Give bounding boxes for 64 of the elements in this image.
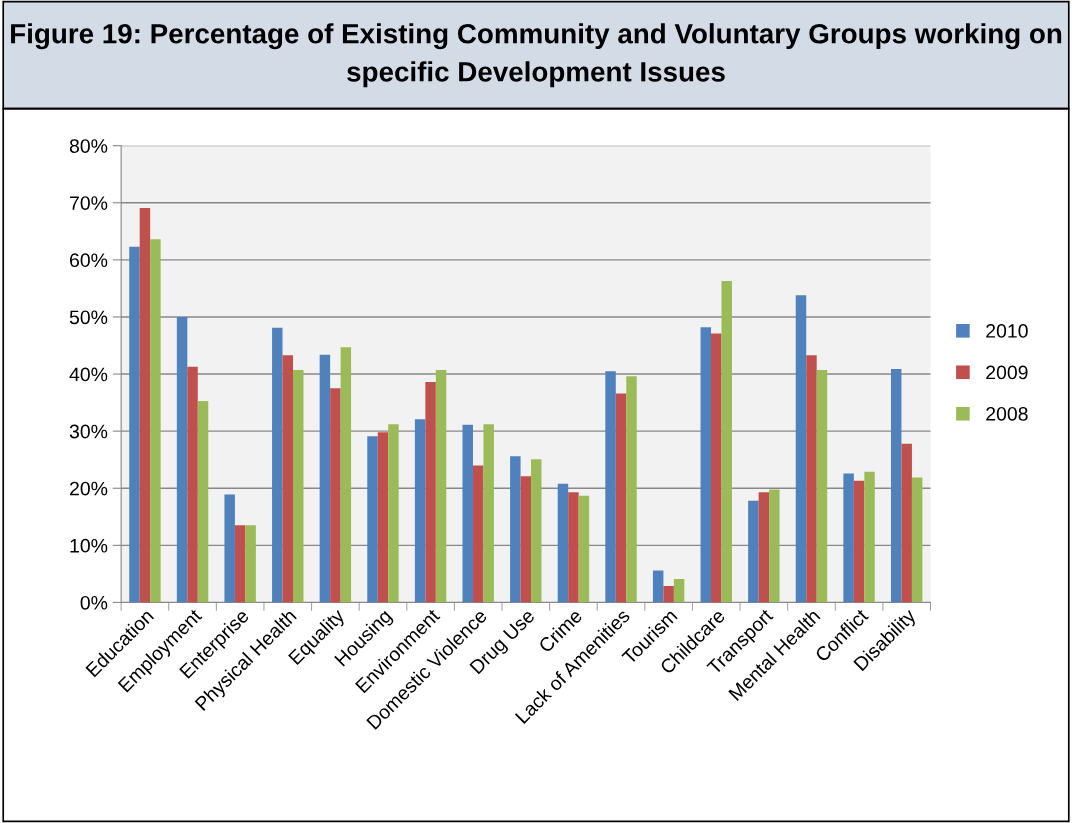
bar: [425, 382, 436, 603]
bar: [472, 465, 484, 603]
bar: [483, 424, 494, 603]
bar: [414, 419, 426, 603]
bar: [272, 327, 283, 603]
bar: [197, 400, 209, 603]
bar: [531, 459, 542, 603]
bar: [700, 327, 712, 603]
y-tick-label: 80%: [69, 139, 108, 153]
bar: [340, 347, 352, 603]
bar: [367, 436, 378, 603]
bar: [435, 370, 447, 603]
bar: [816, 370, 828, 603]
bar: [150, 239, 161, 603]
bar: [462, 424, 473, 603]
y-tick-label: 60%: [70, 253, 108, 268]
bar: [129, 246, 140, 603]
bar: [901, 443, 912, 603]
bar: [388, 424, 399, 603]
legend-label: 2009: [986, 365, 1028, 380]
bar: [245, 525, 256, 603]
bar: [187, 366, 198, 603]
y-tick-label: 20%: [70, 481, 108, 496]
bar: [377, 432, 389, 603]
bar: [711, 333, 722, 603]
bar: [520, 476, 532, 603]
bar: [721, 280, 732, 603]
y-tick-label: 30%: [69, 424, 108, 439]
bar: [615, 393, 627, 603]
bar: [319, 354, 331, 603]
bar: [795, 295, 807, 603]
bar: [769, 489, 780, 603]
bar: [758, 492, 770, 603]
bar: [224, 494, 235, 603]
y-tick-label: 50%: [69, 310, 108, 325]
bar: [568, 492, 579, 603]
bar: [176, 316, 188, 603]
bar: [663, 585, 674, 603]
bar: [330, 388, 341, 603]
bar: [557, 483, 569, 603]
y-tick-label: 40%: [69, 367, 108, 382]
bar: [853, 480, 865, 603]
y-tick-label: 10%: [70, 538, 108, 553]
bar: [843, 473, 854, 603]
legend-label: 2010: [986, 324, 1028, 338]
bar: [282, 355, 294, 603]
bar: [748, 500, 759, 603]
bar: [673, 579, 685, 603]
bar: [890, 368, 902, 603]
bar: [234, 525, 246, 603]
bar: [911, 477, 923, 603]
legend-label: 2008: [986, 406, 1028, 421]
bar: [806, 355, 817, 603]
bar: [293, 370, 304, 603]
bar: [510, 456, 521, 603]
bar: [139, 207, 151, 603]
bar: [605, 371, 616, 603]
bar: [578, 495, 590, 603]
y-tick-label: 70%: [70, 196, 108, 210]
bar: [864, 471, 875, 603]
y-tick-label: 0%: [80, 595, 108, 610]
bar: [652, 570, 664, 603]
chart-title: Figure 19: Percentage of Existing Community and Voluntary Groups working on specific Development Issues: [11, 23, 1062, 88]
bar: [626, 376, 637, 603]
